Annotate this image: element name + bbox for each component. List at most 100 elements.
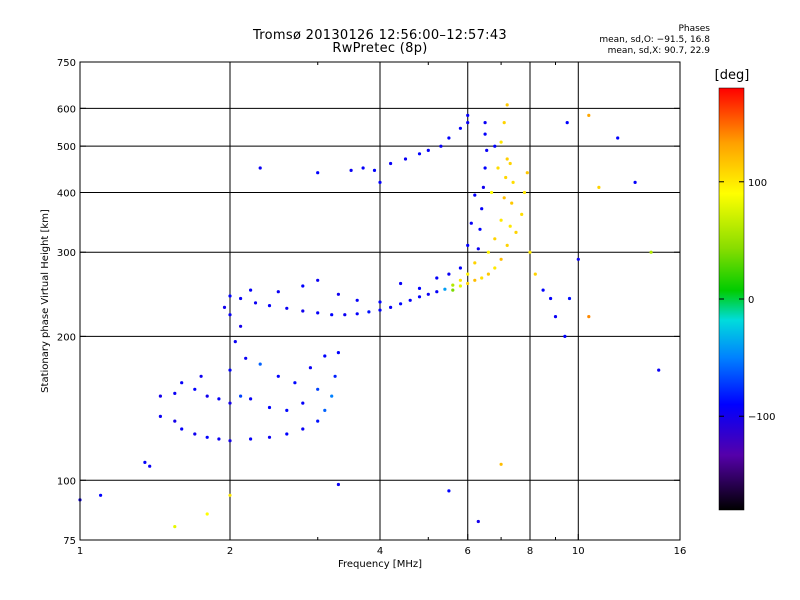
data-point [473,278,477,282]
data-point [267,304,272,308]
data-point [308,366,312,370]
data-point [499,257,503,261]
x-tick-label: 4 [377,546,383,557]
data-point [502,196,506,200]
data-point [451,283,455,287]
data-point [199,374,203,378]
data-point [486,272,490,276]
data-point [499,462,503,466]
y-tick-label: 500 [57,142,76,153]
data-point [403,157,408,161]
data-point [258,166,262,170]
data-point [549,296,553,301]
colorbar-tick-label: 0 [748,295,754,306]
x-tick-label: 2 [227,546,233,557]
x-tick-label: 16 [674,546,687,557]
data-point [217,397,221,401]
data-point [499,218,503,222]
data-point [417,295,422,299]
data-point [239,394,243,398]
data-point [180,381,184,385]
data-point [301,401,305,405]
data-point [435,276,439,280]
data-point [458,284,462,288]
data-point [485,148,489,152]
data-point [563,334,567,338]
data-point [508,224,512,228]
data-point [417,152,422,156]
data-point [301,309,305,313]
data-point [323,408,327,412]
data-point [533,272,537,276]
data-point [496,166,500,170]
data-point [657,368,661,372]
data-point [473,193,477,197]
x-tick-label: 10 [572,546,585,557]
data-point [514,230,518,234]
data-point [316,311,320,315]
data-point [173,391,177,395]
data-point [158,394,162,398]
colorbar-unit-label: [deg] [714,68,750,83]
data-point [597,185,601,189]
data-point [205,435,209,439]
data-point [458,266,462,270]
data-point [451,288,455,292]
data-point [458,126,462,130]
x-axis: 1 2 4 6 8 10 16 [77,62,687,557]
data-point [249,437,253,441]
y-tick-label: 400 [57,188,76,199]
data-point [520,212,524,216]
data-point [285,408,289,412]
x-tick-label: 8 [527,546,533,557]
data-point [633,180,637,184]
data-point [180,427,184,431]
data-point [372,168,377,172]
data-point [505,103,509,107]
data-point [222,305,227,309]
data-point [301,427,305,431]
data-point [316,387,320,391]
data-point [466,243,470,247]
data-point [158,414,162,418]
data-point [476,247,480,251]
data-point [483,132,487,136]
colorbar-ticks: 100 0 −100 [719,178,775,423]
data-point [361,166,365,170]
data-point [349,168,353,172]
data-point [316,419,320,423]
data-point [493,237,497,241]
data-point [649,250,653,254]
data-point [447,489,451,493]
data-point [228,368,232,372]
data-point [587,113,591,117]
data-point [276,290,280,294]
data-point [323,354,327,358]
data-point [336,351,340,355]
data-point [249,397,253,401]
data-point [367,310,371,314]
data-point [447,136,451,140]
data-point [336,292,340,296]
data-point [228,439,232,443]
data-point [228,313,232,317]
data-point [258,362,262,366]
data-point [510,201,514,205]
data-point [333,374,337,378]
y-tick-label: 750 [57,58,76,69]
stats-heading: Phases [678,24,710,34]
data-point [267,435,272,439]
data-point [481,185,485,189]
data-point [239,296,243,301]
data-point [301,284,305,288]
x-tick-label: 6 [465,546,471,557]
data-point [228,493,232,497]
data-point [293,381,297,385]
data-point [408,298,412,302]
data-point [330,394,334,398]
data-point [378,180,382,184]
data-point [285,306,289,310]
data-point [193,387,197,391]
data-point [173,419,177,423]
x-axis-label: Frequency [MHz] [338,559,422,570]
